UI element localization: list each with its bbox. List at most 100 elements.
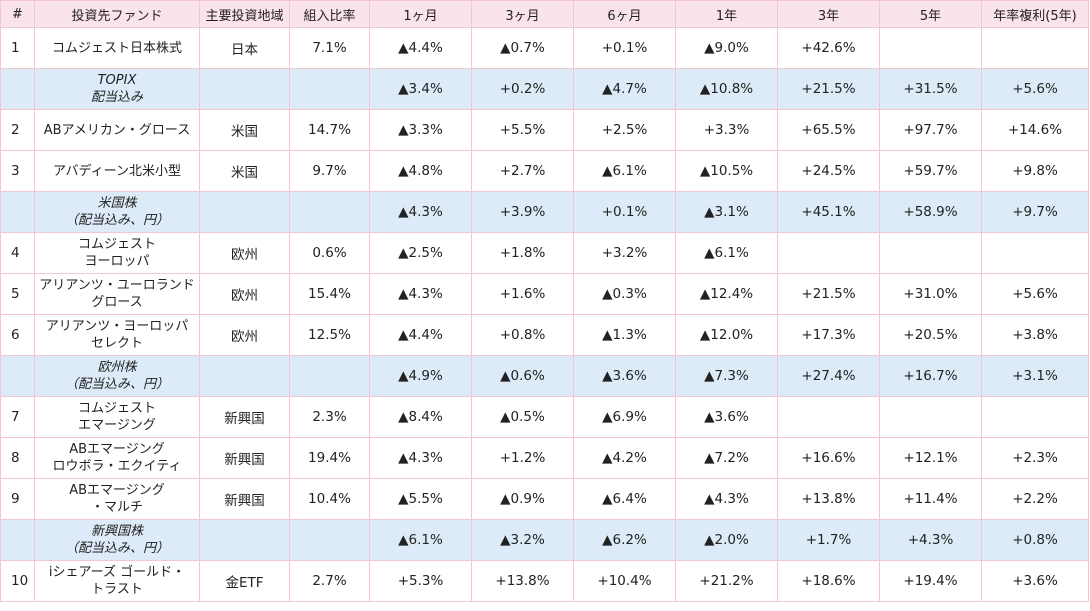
fund-name-line: iシェアーズ ゴールド・: [48, 565, 186, 580]
return-3y-cell: +1.7%: [777, 519, 880, 561]
fund-name-line: 欧州株: [97, 360, 137, 375]
return-cagr-cell: +9.7%: [981, 191, 1089, 233]
fund-name-line: （配当込み、円）: [64, 213, 169, 228]
return-3y-cell: +24.5%: [777, 150, 880, 192]
return-6m-cell: +0.1%: [573, 27, 676, 69]
return-6m-cell: +3.2%: [573, 232, 676, 274]
region-cell: [199, 355, 290, 397]
return-3y-cell: +27.4%: [777, 355, 880, 397]
region-cell: [199, 519, 290, 561]
region-cell: 日本: [199, 27, 290, 69]
return-3m-cell: +1.6%: [471, 273, 574, 315]
return-cagr-cell: +3.8%: [981, 314, 1089, 356]
return-3m-cell: +0.8%: [471, 314, 574, 356]
weight-cell: 19.4%: [289, 437, 370, 479]
return-cagr-cell: +14.6%: [981, 109, 1089, 151]
fund-name-line: ABエマージング: [69, 442, 165, 457]
fund-name: アリアンツ・ユーロランド グロース: [34, 273, 200, 315]
return-5y-cell: [879, 396, 982, 438]
return-1y-cell: ▲12.0%: [675, 314, 778, 356]
return-3y-cell: +21.5%: [777, 273, 880, 315]
header-1m: 1ヶ月: [369, 0, 472, 28]
benchmark-row: 新興国株 （配当込み、円） ▲6.1% ▲3.2% ▲6.2% ▲2.0% +1.7% +4.…: [0, 519, 1089, 561]
weight-cell: [289, 355, 370, 397]
return-6m-cell: ▲3.6%: [573, 355, 676, 397]
row-number: 9: [0, 478, 35, 520]
return-3m-cell: +0.2%: [471, 68, 574, 110]
table-row: 2 ABアメリカン・グロース 米国 14.7% ▲3.3% +5.5% +2.5% +3.3%…: [0, 109, 1089, 151]
weight-cell: 0.6%: [289, 232, 370, 274]
return-5y-cell: +31.5%: [879, 68, 982, 110]
return-1m-cell: ▲4.3%: [369, 437, 472, 479]
fund-name-line: アリアンツ・ヨーロッパ: [45, 319, 189, 334]
row-number: 3: [0, 150, 35, 192]
header-cagr: 年率複利(5年): [981, 0, 1089, 28]
fund-name-line: （配当込み、円）: [64, 541, 169, 556]
return-3y-cell: [777, 232, 880, 274]
weight-cell: 9.7%: [289, 150, 370, 192]
weight-cell: [289, 519, 370, 561]
return-1m-cell: ▲4.8%: [369, 150, 472, 192]
fund-name-line: ヨーロッパ: [84, 254, 150, 269]
table-row: 1 コムジェスト日本株式 日本 7.1% ▲4.4% ▲0.7% +0.1% ▲9.0% +42…: [0, 27, 1089, 69]
row-number: 8: [0, 437, 35, 479]
return-1y-cell: ▲10.8%: [675, 68, 778, 110]
return-3m-cell: +13.8%: [471, 560, 574, 602]
return-cagr-cell: [981, 27, 1089, 69]
return-3m-cell: ▲0.6%: [471, 355, 574, 397]
fund-name-line: グロース: [91, 295, 143, 310]
return-6m-cell: ▲6.1%: [573, 150, 676, 192]
return-5y-cell: +11.4%: [879, 478, 982, 520]
row-number: [0, 191, 35, 233]
fund-name-line: ・マルチ: [90, 500, 143, 515]
row-number: 7: [0, 396, 35, 438]
region-cell: [199, 191, 290, 233]
return-6m-cell: ▲6.2%: [573, 519, 676, 561]
weight-cell: 2.7%: [289, 560, 370, 602]
fund-name-line: ABアメリカン・グロース: [43, 122, 191, 138]
return-6m-cell: +0.1%: [573, 191, 676, 233]
return-5y-cell: [879, 27, 982, 69]
return-6m-cell: +2.5%: [573, 109, 676, 151]
return-3y-cell: +42.6%: [777, 27, 880, 69]
return-1m-cell: ▲3.3%: [369, 109, 472, 151]
header-number: #: [0, 0, 35, 28]
fund-name-line: トラスト: [91, 582, 143, 597]
return-3y-cell: +16.6%: [777, 437, 880, 479]
weight-cell: 2.3%: [289, 396, 370, 438]
row-number: [0, 355, 35, 397]
fund-name: コムジェスト ヨーロッパ: [34, 232, 200, 274]
return-5y-cell: +58.9%: [879, 191, 982, 233]
row-number: 10: [0, 560, 35, 602]
return-1y-cell: ▲9.0%: [675, 27, 778, 69]
return-1m-cell: ▲5.5%: [369, 478, 472, 520]
region-cell: 新興国: [199, 478, 290, 520]
fund-name-line: TOPIX: [97, 73, 137, 88]
return-1y-cell: +21.2%: [675, 560, 778, 602]
return-1y-cell: ▲7.2%: [675, 437, 778, 479]
return-5y-cell: +20.5%: [879, 314, 982, 356]
benchmark-row: 欧州株 （配当込み、円） ▲4.9% ▲0.6% ▲3.6% ▲7.3% +27.4% +16…: [0, 355, 1089, 397]
row-number: 6: [0, 314, 35, 356]
return-6m-cell: +10.4%: [573, 560, 676, 602]
header-weight: 組入比率: [289, 0, 370, 28]
fund-name: ABアメリカン・グロース: [34, 109, 200, 151]
region-cell: 金ETF: [199, 560, 290, 602]
return-1y-cell: ▲12.4%: [675, 273, 778, 315]
return-1y-cell: +3.3%: [675, 109, 778, 151]
header-row: # 投資先ファンド 主要投資地域 組入比率 1ヶ月 3ヶ月 6ヶ月 1年 3年 …: [0, 0, 1089, 28]
fund-name-line: ABエマージング: [69, 483, 165, 498]
fund-name: コムジェスト日本株式: [34, 27, 200, 69]
row-number: 2: [0, 109, 35, 151]
region-cell: 米国: [199, 150, 290, 192]
fund-name-line: （配当込み、円）: [64, 377, 169, 392]
fund-name-line: ロウボラ・エクイティ: [52, 459, 182, 474]
return-1m-cell: ▲3.4%: [369, 68, 472, 110]
return-1m-cell: +5.3%: [369, 560, 472, 602]
header-5y: 5年: [879, 0, 982, 28]
return-3m-cell: +1.2%: [471, 437, 574, 479]
return-5y-cell: +4.3%: [879, 519, 982, 561]
weight-cell: 7.1%: [289, 27, 370, 69]
table-row: 10 iシェアーズ ゴールド・ トラスト 金ETF 2.7% +5.3% +13.8% +10…: [0, 560, 1089, 602]
return-1m-cell: ▲8.4%: [369, 396, 472, 438]
